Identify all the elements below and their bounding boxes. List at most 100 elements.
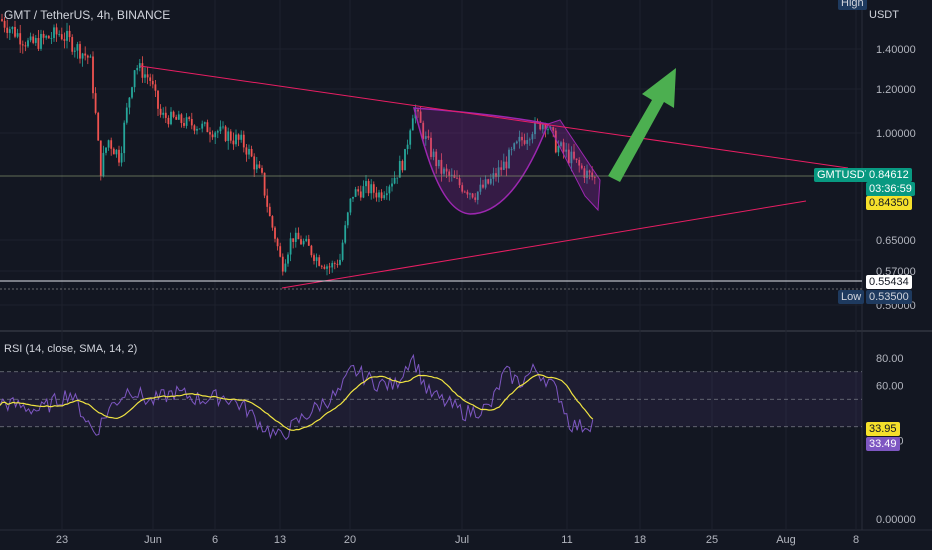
- candle: [427, 129, 430, 140]
- candle: [578, 157, 581, 173]
- candle: [201, 120, 204, 133]
- candle: [266, 188, 269, 213]
- candle: [461, 182, 464, 194]
- candle: [151, 74, 154, 89]
- candle: [105, 147, 107, 156]
- candle: [242, 130, 245, 153]
- candle: [138, 59, 141, 72]
- handle-channel[interactable]: [547, 119, 601, 212]
- rsi-tick-label: 60.00: [876, 381, 904, 393]
- candle: [409, 128, 412, 150]
- candle: [255, 156, 258, 173]
- candle: [3, 16, 6, 33]
- time-tick-label: 6: [212, 534, 218, 546]
- candle: [274, 226, 276, 243]
- candle: [411, 114, 414, 131]
- candle: [417, 107, 419, 118]
- rsi-sma-line[interactable]: [0, 373, 594, 431]
- candle: [583, 165, 586, 184]
- candle: [6, 19, 9, 39]
- rsi-line[interactable]: [0, 353, 594, 441]
- candle: [125, 102, 128, 125]
- candle: [29, 32, 32, 43]
- candle: [466, 189, 469, 199]
- time-tick-label: 20: [344, 534, 356, 546]
- candle: [341, 239, 344, 262]
- candle: [302, 238, 305, 247]
- candle: [42, 30, 45, 45]
- breakout-arrow[interactable]: [608, 68, 676, 182]
- drawing-annotations[interactable]: [0, 65, 862, 290]
- candle: [115, 149, 118, 158]
- candle: [136, 65, 139, 75]
- time-tick-label: 13: [274, 534, 286, 546]
- candle: [149, 73, 152, 87]
- candle: [146, 67, 149, 85]
- symbol-title[interactable]: GMT / TetherUS, 4h, BINANCE: [4, 8, 171, 22]
- high-label: High: [838, 0, 867, 10]
- time-tick-label: Jun: [144, 534, 162, 546]
- candle: [313, 253, 315, 265]
- candle: [86, 54, 89, 65]
- candle: [388, 184, 391, 201]
- candle: [250, 145, 253, 158]
- candle: [310, 244, 313, 258]
- candle: [521, 132, 523, 147]
- candle: [370, 179, 373, 200]
- candle: [261, 165, 263, 175]
- candle: [518, 130, 521, 149]
- candle: [560, 140, 562, 148]
- candle: [497, 160, 500, 183]
- candle: [183, 117, 185, 128]
- candle: [367, 178, 370, 197]
- candle: [79, 41, 81, 64]
- candle: [531, 131, 534, 144]
- candle: [47, 35, 50, 39]
- candle: [281, 253, 284, 276]
- candle: [365, 175, 367, 194]
- candle: [419, 106, 422, 123]
- candle: [66, 22, 68, 49]
- candle: [206, 119, 209, 133]
- candle: [27, 37, 29, 48]
- candle: [128, 97, 131, 115]
- candle: [24, 41, 27, 52]
- candle: [292, 238, 295, 249]
- candle: [557, 140, 560, 157]
- candle: [435, 149, 438, 174]
- candle: [196, 126, 198, 135]
- candle: [245, 143, 248, 162]
- candle: [315, 253, 318, 268]
- candle: [372, 181, 375, 199]
- time-tick-label: 25: [706, 534, 718, 546]
- rsi-title[interactable]: RSI (14, close, SMA, 14, 2): [4, 343, 138, 355]
- candle: [58, 30, 61, 37]
- candle: [432, 148, 435, 161]
- descending-trendline[interactable]: [139, 65, 849, 169]
- candle: [237, 133, 240, 147]
- candle: [554, 127, 557, 154]
- candle: [505, 156, 508, 177]
- candle: [463, 190, 466, 193]
- candle: [528, 137, 531, 146]
- candle: [209, 127, 211, 143]
- low-label: Low: [838, 290, 865, 304]
- candle: [120, 146, 123, 167]
- candle: [14, 20, 16, 39]
- candle: [175, 114, 178, 120]
- candle: [333, 261, 336, 270]
- candle: [63, 32, 66, 49]
- candle: [11, 26, 14, 34]
- candle: [391, 177, 393, 192]
- candle: [271, 215, 274, 231]
- candle: [357, 185, 360, 196]
- candle: [385, 185, 388, 200]
- candle: [170, 107, 172, 126]
- price-tick-label: 0.65000: [876, 235, 916, 247]
- candle: [172, 110, 175, 119]
- candle: [240, 130, 243, 143]
- candle: [378, 189, 380, 203]
- candle: [484, 175, 487, 190]
- ascending-trendline[interactable]: [281, 200, 807, 289]
